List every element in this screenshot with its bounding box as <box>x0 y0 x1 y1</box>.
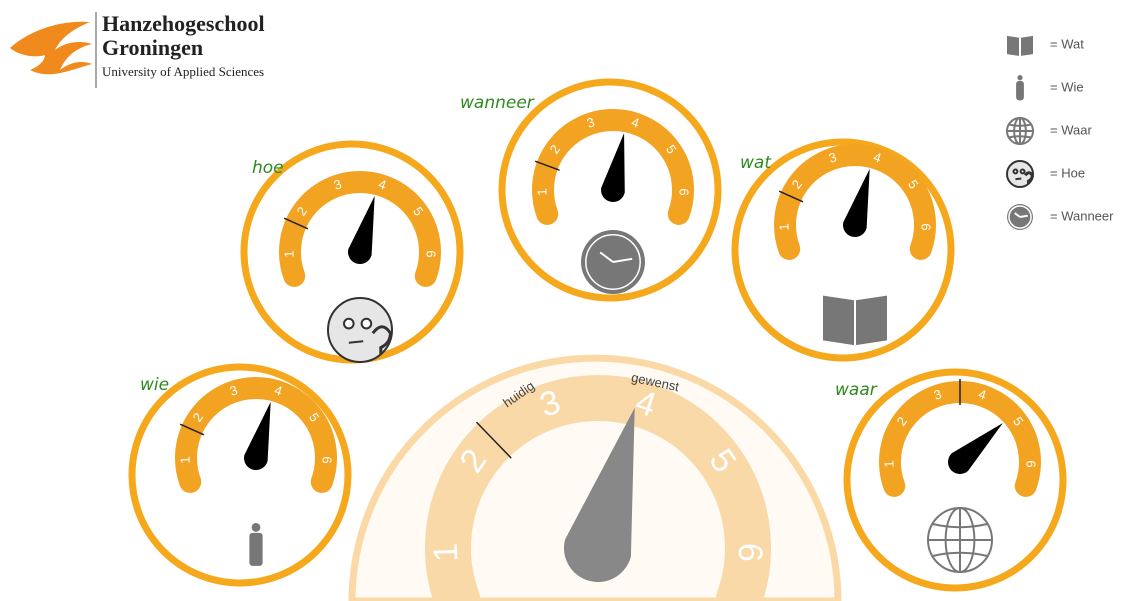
current-marker <box>778 190 804 203</box>
icon-globe-line <box>932 523 988 557</box>
gauge-scale-number: 6 <box>731 542 770 562</box>
legend-label: = Wanneer <box>1050 208 1114 223</box>
icon-face-eye <box>360 317 373 330</box>
gauge-scale-number: 1 <box>776 223 791 231</box>
main-gauge-frame <box>348 354 842 601</box>
icon-face-eye <box>1019 168 1026 175</box>
icon-clock-face <box>585 234 641 290</box>
gauge-scale-number: 1 <box>281 250 296 258</box>
legend-label: = Waar <box>1050 122 1092 137</box>
gauge-arc <box>774 144 936 260</box>
current-marker <box>475 421 512 459</box>
icon-clock-hands <box>1014 212 1028 218</box>
icon-face-mouth <box>348 340 364 344</box>
current-marker <box>179 423 205 436</box>
icon-person-body <box>249 532 263 566</box>
needle <box>842 168 870 238</box>
icon-face-eye <box>1012 168 1019 175</box>
legend: = Wat = Wie = Waar = Hoe = Wanneer <box>1006 35 1114 230</box>
icon-globe-line <box>1008 123 1032 139</box>
gauge-scale-number: 3 <box>228 382 240 399</box>
gauge-scale-number: 3 <box>932 386 944 403</box>
logo: Hanzehogeschool Groningen University of … <box>10 11 265 88</box>
gauge-scale-number: 6 <box>676 188 691 196</box>
current-marker <box>534 160 560 171</box>
gauge-scale-number: 4 <box>977 386 989 403</box>
gauge-label: wat <box>740 153 772 173</box>
icon-clock-face <box>1008 205 1032 229</box>
gauge-scale-number: 6 <box>918 223 933 231</box>
gauge-arc <box>425 375 771 601</box>
gauge-scale-number: 4 <box>872 149 884 166</box>
needle <box>347 195 375 265</box>
gauge-label: wanneer <box>460 93 535 113</box>
needle <box>243 401 271 471</box>
gauge-label: waar <box>835 380 878 400</box>
gauge-scale-number: 6 <box>1023 460 1038 468</box>
legend-label: = Wat <box>1050 36 1084 51</box>
gauge-scale-number: 3 <box>585 114 597 131</box>
gauge-label: hoe <box>252 158 284 178</box>
gauge-scale-number: 4 <box>273 382 285 399</box>
gauge-scale-number: 3 <box>332 176 344 193</box>
icon-person-body <box>1016 80 1024 101</box>
gauge-arc <box>175 377 337 493</box>
logo-title: Hanzehogeschool <box>102 11 265 36</box>
needle <box>563 407 635 583</box>
icon-face <box>327 297 393 363</box>
gauge-scale-number: 4 <box>377 176 389 193</box>
icon-clock-hands <box>599 251 633 263</box>
gauge-scale-number: 1 <box>534 188 549 196</box>
gauge-arc <box>279 171 441 287</box>
gauge-scale-number: 4 <box>630 114 642 131</box>
icon-person-head <box>251 523 261 532</box>
icon-question <box>371 325 392 354</box>
gauge-scale-number: 1 <box>177 456 192 464</box>
current-marker <box>283 217 309 230</box>
gauge-scale-number: 1 <box>427 542 466 562</box>
gauge-arc <box>532 109 694 225</box>
gauge-scale-number: 1 <box>881 460 896 468</box>
logo-title: Groningen <box>102 35 203 60</box>
needle <box>947 422 1003 474</box>
legend-label: = Wie <box>1050 79 1084 94</box>
logo-subtitle: University of Applied Sciences <box>102 64 264 79</box>
icon-question <box>1024 171 1034 184</box>
needle <box>601 133 625 202</box>
logo-flame <box>10 21 92 75</box>
gauge-scale-number: 3 <box>827 149 839 166</box>
gauge-scale-number: 6 <box>423 250 438 258</box>
icon-face-mouth <box>1015 177 1022 181</box>
icon-person-head <box>1017 75 1023 81</box>
gauge-label: wie <box>140 375 169 395</box>
legend-label: = Hoe <box>1050 165 1085 180</box>
icon-face-eye <box>343 317 355 330</box>
gauge-scale-number: 6 <box>319 456 334 464</box>
